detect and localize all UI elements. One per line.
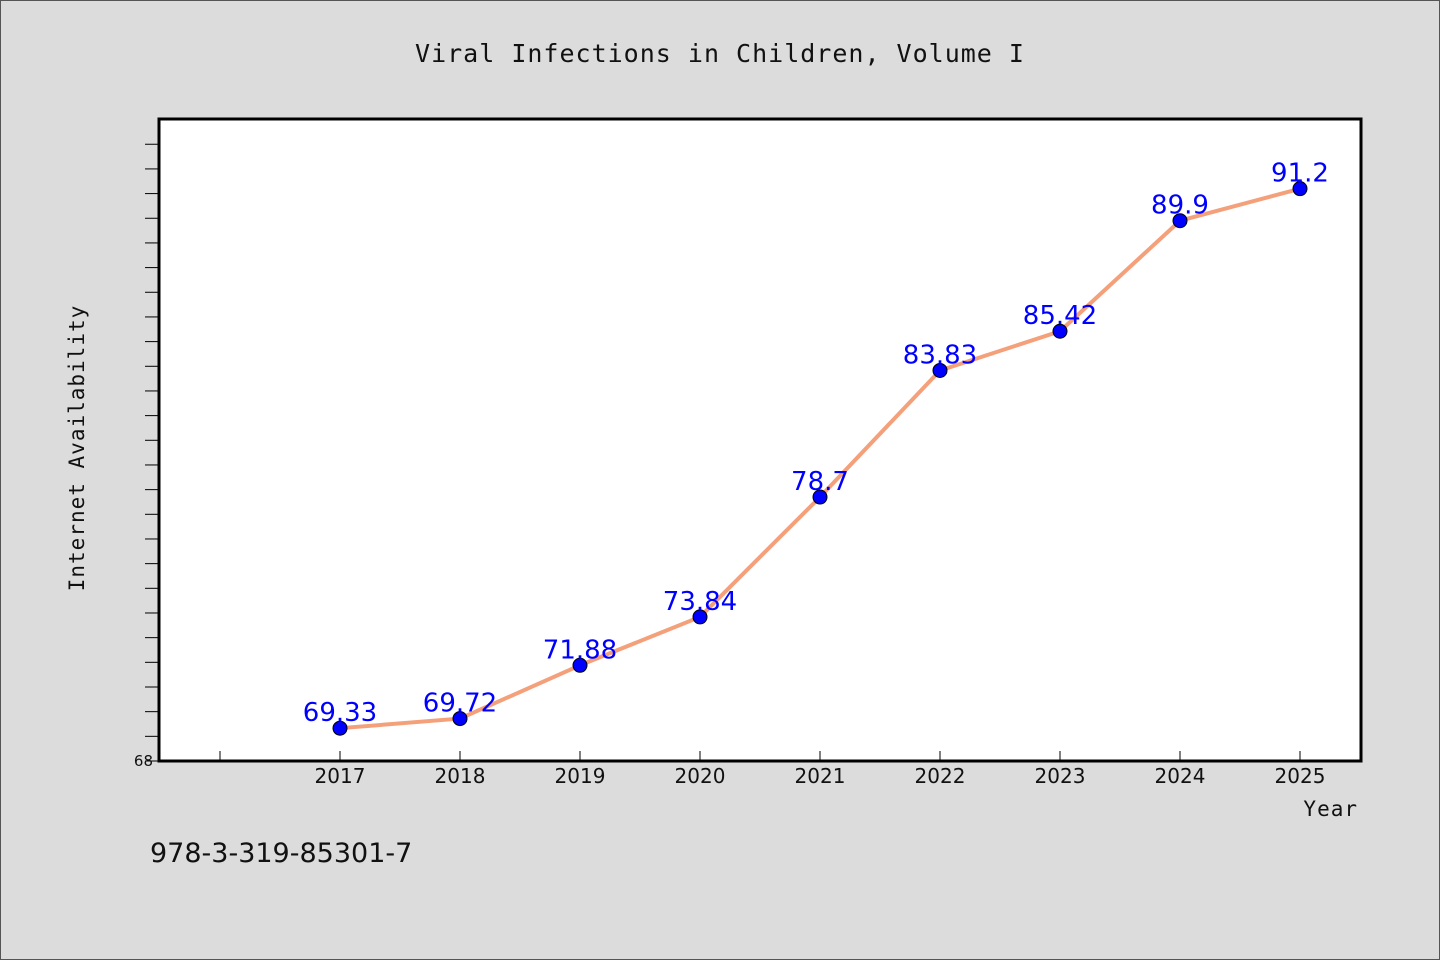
x-tick-label-2021: 2021 [795,764,846,788]
data-point-2025 [1292,181,1308,197]
data-point-2019 [572,657,588,673]
x-tick-label-2018: 2018 [435,764,486,788]
data-labels: 69.33 69.72 71.88 73.84 78.7 83.83 85.42 89.9 91… [303,159,1329,729]
data-point-2018 [452,711,468,727]
x-axis-tick-labels: 2017 2018 2019 2020 2021 2022 2023 2024 2025 [315,764,1326,788]
x-tick-label-2019: 2019 [555,764,606,788]
y-tick-label-68: 68 [134,752,153,770]
data-point-2024 [1172,213,1188,229]
data-label-2021: 78.7 [791,467,849,497]
isbn-text: 978-3-319-85301-7 [150,838,412,869]
x-axis-ticks [219,751,1301,762]
data-label-2017: 69.33 [303,698,377,728]
x-tick-label-2025: 2025 [1275,764,1326,788]
data-label-2025: 91.2 [1271,159,1329,189]
data-label-2022: 83.83 [903,340,977,370]
chart-title: Viral Infections in Children, Volume I [415,39,1025,68]
x-tick-label-2023: 2023 [1035,764,1086,788]
data-label-2019: 71.88 [543,635,617,665]
data-label-2018: 69.72 [423,689,497,719]
y-axis-label: Internet Availability [65,305,89,592]
x-axis-label: Year [1303,797,1358,821]
x-tick-label-2022: 2022 [915,764,966,788]
data-label-2024: 89.9 [1151,191,1209,221]
data-label-2020: 73.84 [663,587,737,617]
data-point-2022 [932,362,948,378]
data-point-2023 [1052,323,1068,339]
x-tick-label-2020: 2020 [675,764,726,788]
data-label-2023: 85.42 [1023,301,1097,331]
x-tick-label-2024: 2024 [1155,764,1206,788]
series-markers [332,181,1308,736]
plot-area [157,117,1363,763]
data-point-2021 [812,489,828,505]
data-point-2017 [332,720,348,736]
data-point-2020 [692,609,708,625]
y-axis-ticks [145,143,158,762]
x-tick-label-2017: 2017 [315,764,366,788]
